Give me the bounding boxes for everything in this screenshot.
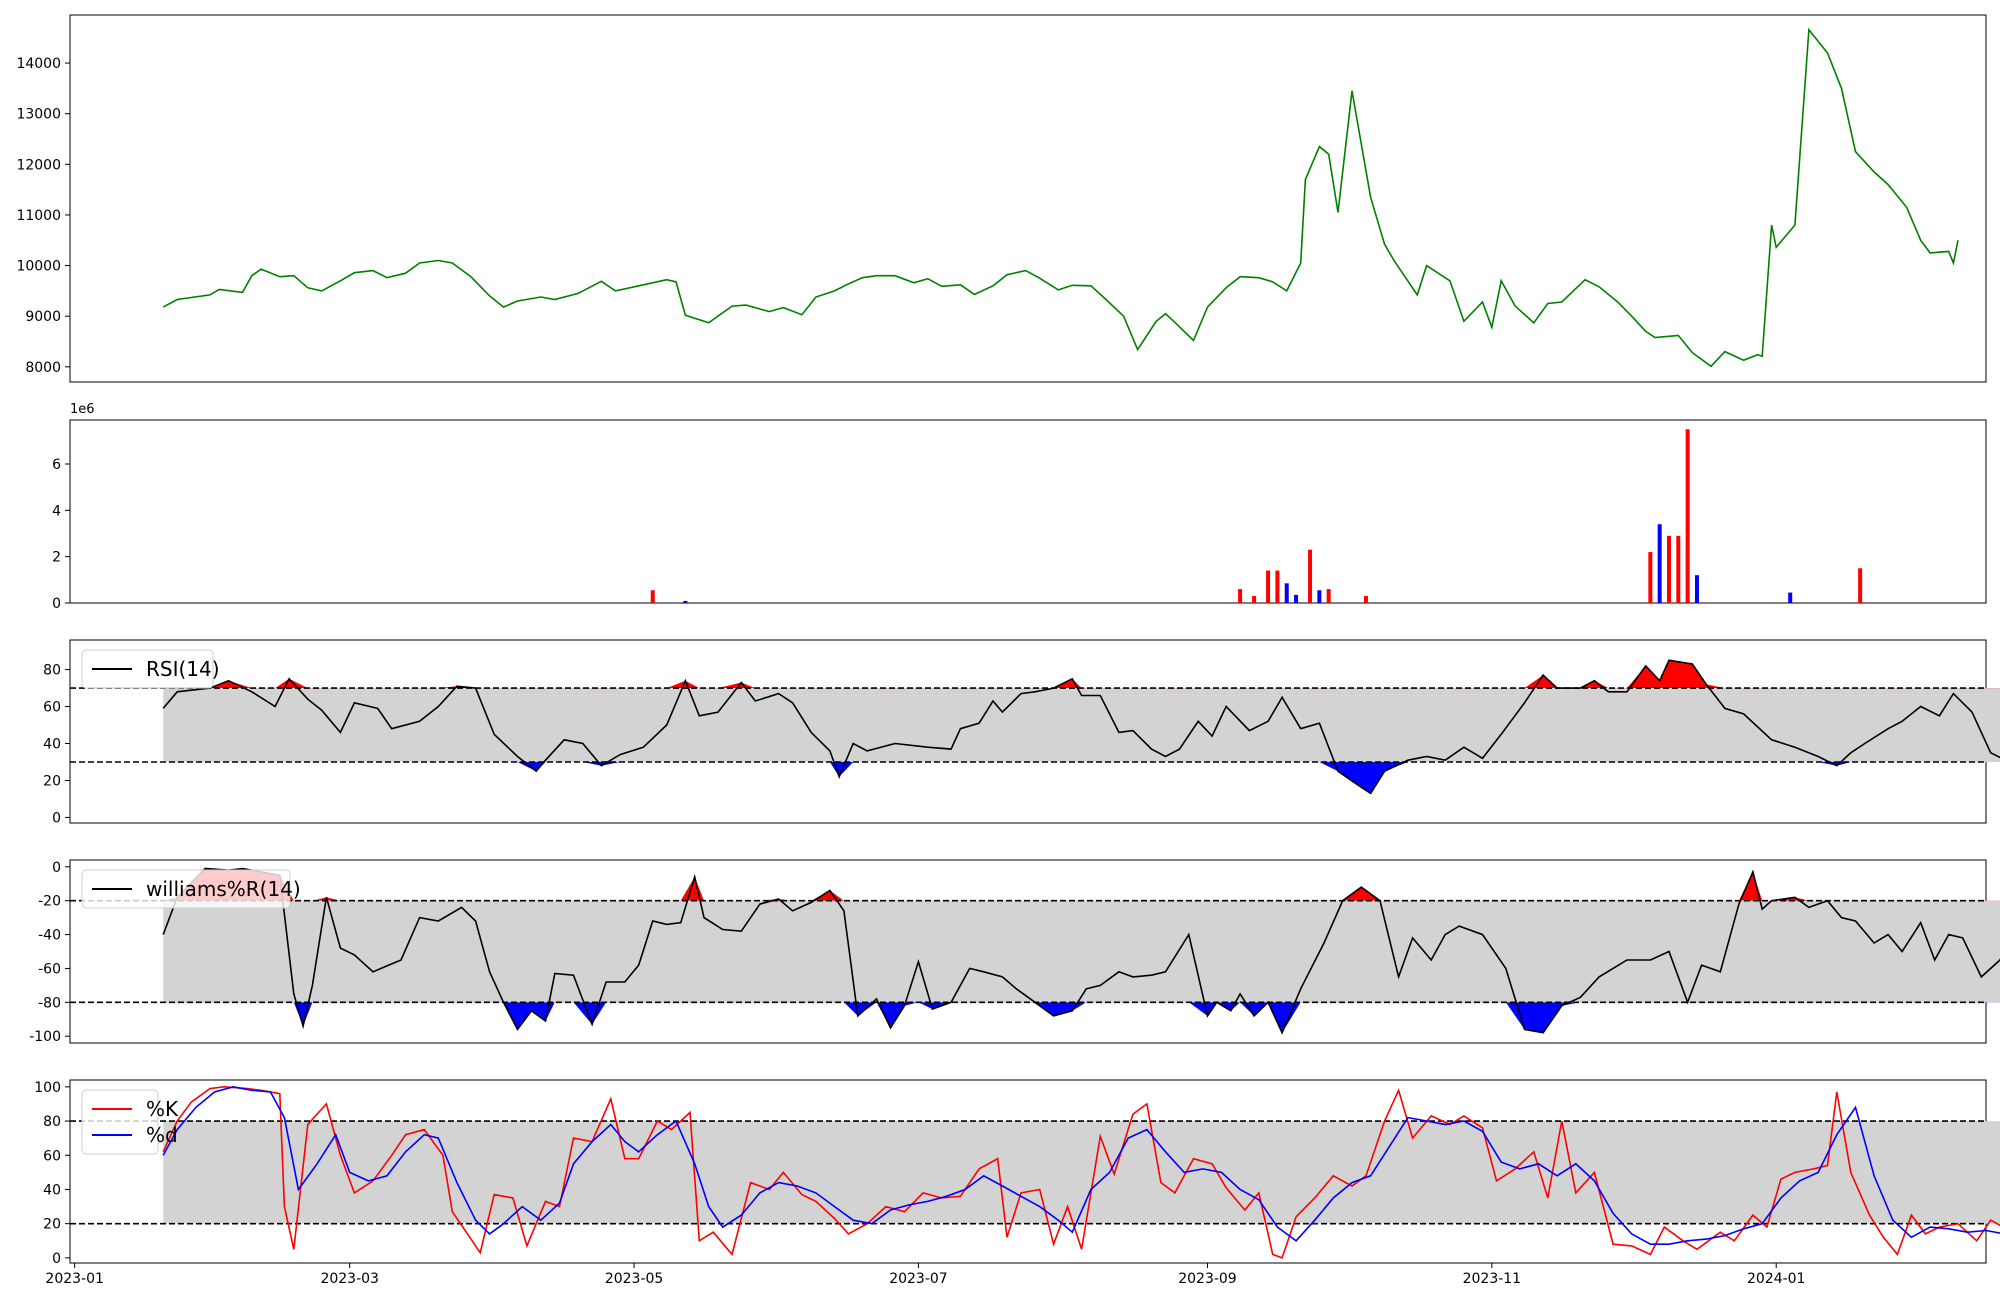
williams-ytick-label: -40 bbox=[38, 928, 61, 944]
volume-bar bbox=[1308, 549, 1313, 603]
volume-bar bbox=[683, 600, 688, 603]
price-line bbox=[162, 27, 1959, 368]
stochastic-ytick-label: 0 bbox=[52, 1251, 61, 1267]
price-panel: 8000 9000 10000 11000 12000 13000 14000 bbox=[16, 14, 1987, 383]
volume-bar bbox=[1858, 568, 1863, 603]
volume-bar bbox=[1648, 552, 1653, 603]
volume-bar bbox=[1326, 589, 1331, 603]
williams-ytick-label: -20 bbox=[38, 894, 61, 910]
volume-bar bbox=[1238, 589, 1243, 603]
rsi-line-1 bbox=[162, 659, 2000, 795]
volume-ytick-label: 4 bbox=[52, 503, 61, 519]
volume-bar bbox=[1284, 583, 1289, 603]
volume-bar bbox=[1294, 594, 1299, 603]
williams-ytick-label: 0 bbox=[52, 860, 61, 876]
date-tick-label: 2023-05 bbox=[605, 1271, 664, 1287]
volume-bar bbox=[1657, 524, 1662, 603]
williams-panel: -100 -80 -60 -40 -20 0 williams%R(14) bbox=[29, 859, 2000, 1045]
volume-bar bbox=[1694, 575, 1699, 603]
price-panel-frame bbox=[69, 14, 1987, 383]
date-tick-label: 2023-01 bbox=[45, 1271, 104, 1287]
stochastic-legend-label: %d bbox=[146, 1123, 178, 1147]
price-ytick-label: 9000 bbox=[25, 309, 61, 325]
date-tick-label: 2023-07 bbox=[889, 1271, 948, 1287]
rsi-band bbox=[163, 688, 2000, 762]
rsi-ytick-label: 80 bbox=[43, 663, 61, 679]
date-axis: 2023-01 2023-03 2023-05 2023-07 2023-09 2023-… bbox=[45, 1263, 1805, 1287]
volume-multiplier-label: 1e6 bbox=[70, 402, 95, 417]
williams-oversold-area bbox=[163, 1002, 2000, 1033]
date-tick-label: 2023-09 bbox=[1178, 1271, 1237, 1287]
williams-band bbox=[163, 900, 2000, 1003]
rsi-panel: 0 20 40 60 80 RSI(14) bbox=[43, 639, 2000, 826]
rsi-legend-label: RSI(14) bbox=[146, 657, 220, 681]
volume-bar bbox=[1266, 570, 1271, 603]
stochastic-ytick-label: 40 bbox=[43, 1182, 61, 1198]
rsi-ytick-label: 20 bbox=[43, 773, 61, 789]
volume-bar bbox=[1275, 570, 1280, 603]
volume-bar bbox=[650, 590, 655, 603]
volume-ytick-label: 0 bbox=[52, 596, 61, 612]
volume-bar bbox=[1676, 535, 1681, 603]
rsi-ytick-label: 0 bbox=[52, 810, 61, 826]
williams-legend-box bbox=[81, 869, 291, 909]
price-ytick-label: 14000 bbox=[16, 56, 61, 72]
price-ytick-label: 10000 bbox=[16, 259, 61, 275]
stochastic-ytick-label: 80 bbox=[43, 1114, 61, 1130]
stochastic-legend-box bbox=[81, 1089, 159, 1155]
stochastic-legend-label: %K bbox=[146, 1097, 179, 1121]
volume-bar bbox=[1363, 596, 1368, 603]
williams-ytick-label: -80 bbox=[38, 995, 61, 1011]
volume-ytick-label: 6 bbox=[52, 457, 61, 473]
stochastic-ytick-label: 20 bbox=[43, 1217, 61, 1233]
price-ytick-label: 8000 bbox=[25, 360, 61, 376]
williams-ytick-label: -60 bbox=[38, 961, 61, 977]
stochastic-line-1 bbox=[162, 1085, 2000, 1259]
volume-panel-frame bbox=[69, 419, 1987, 604]
stochastic-panel: 0 20 40 60 80 100 %K%d bbox=[34, 1079, 2000, 1267]
volume-bar bbox=[1685, 429, 1690, 603]
rsi-ytick-label: 40 bbox=[43, 737, 61, 753]
stochastic-ytick-label: 100 bbox=[34, 1080, 61, 1096]
williams-legend-label: williams%R(14) bbox=[146, 877, 301, 901]
volume-panel: 1e6 0 2 4 6 bbox=[52, 402, 1987, 612]
date-tick-label: 2023-03 bbox=[320, 1271, 379, 1287]
volume-bar bbox=[1317, 590, 1322, 603]
price-ytick-label: 11000 bbox=[16, 208, 61, 224]
volume-bar bbox=[1252, 596, 1257, 603]
date-tick-label: 2023-11 bbox=[1463, 1271, 1522, 1287]
rsi-overbought-area bbox=[163, 660, 2000, 689]
williams-ytick-label: -100 bbox=[29, 1029, 61, 1045]
williams-line-1 bbox=[162, 867, 2000, 1035]
stochastic-ytick-label: 60 bbox=[43, 1148, 61, 1164]
rsi-legend-box bbox=[81, 649, 214, 689]
stochastic-band bbox=[163, 1121, 2000, 1224]
price-ytick-label: 13000 bbox=[16, 107, 61, 123]
stochastic-line-2 bbox=[162, 1085, 2000, 1245]
price-ytick-label: 12000 bbox=[16, 157, 61, 173]
rsi-ytick-label: 60 bbox=[43, 700, 61, 716]
date-tick-label: 2024-01 bbox=[1747, 1271, 1806, 1287]
volume-ytick-label: 2 bbox=[52, 550, 61, 566]
volume-bar bbox=[1666, 535, 1671, 603]
volume-bar bbox=[1788, 592, 1793, 603]
